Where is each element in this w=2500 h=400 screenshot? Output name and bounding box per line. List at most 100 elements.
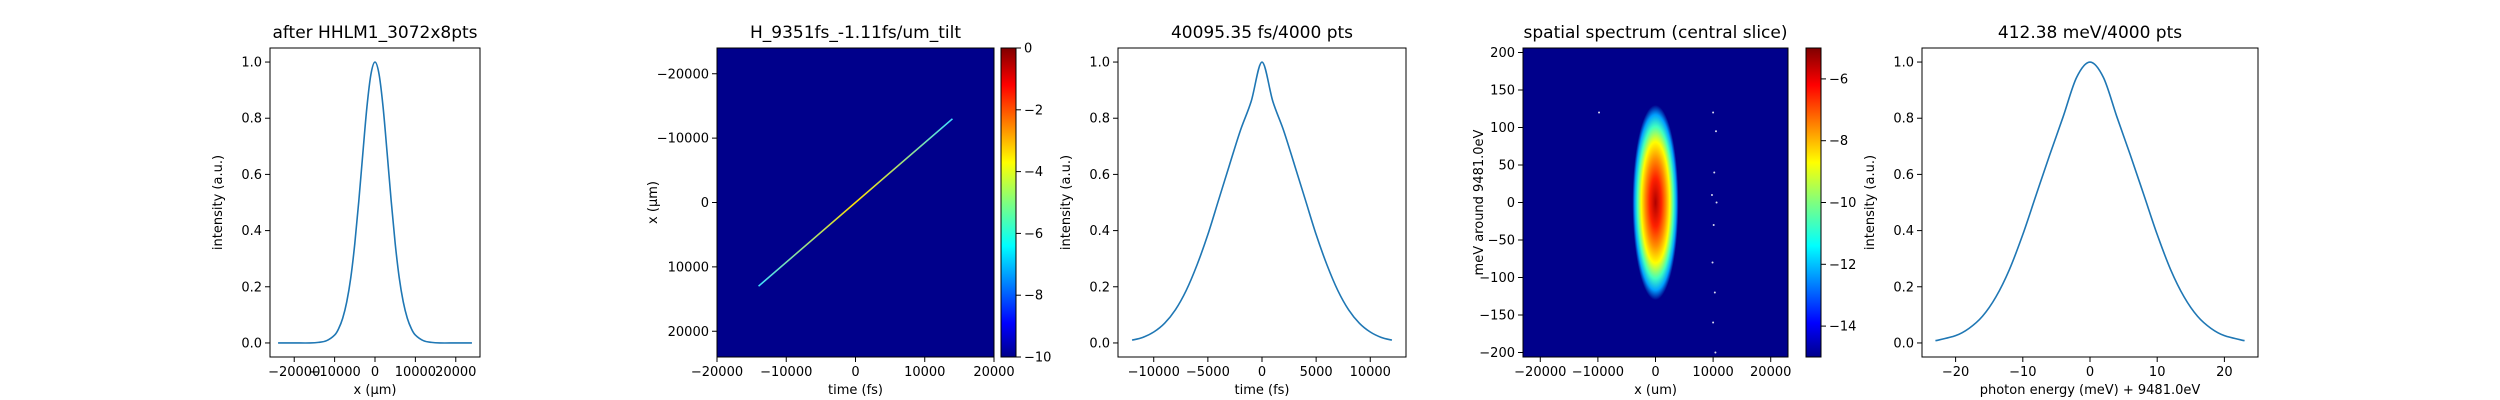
noise-speck — [1712, 224, 1715, 226]
x-tick-label: 10000 — [1692, 365, 1733, 380]
y-tick-label: 0 — [1507, 196, 1515, 211]
x-axis-label: x (μm) — [354, 383, 397, 398]
colorbar-frame — [1000, 47, 1017, 358]
chart-panel-3: −10000 −5000 0 5000 10000 0.0 0.2 0.4 0.6 0.8 1.0 4… — [1059, 23, 1407, 398]
y-tick-label: 200 — [1490, 46, 1515, 61]
y-tick-label: 0.0 — [1089, 336, 1110, 351]
y-tick-label: −100 — [1479, 271, 1515, 286]
noise-speck — [1711, 261, 1714, 264]
y-tick-label: 0.8 — [1089, 112, 1110, 127]
colorbar-tick-label: −8 — [1024, 289, 1043, 304]
y-tick-label: 0.6 — [1893, 168, 1914, 183]
x-tick-label: −10000 — [760, 365, 812, 380]
series-line-1 — [278, 61, 472, 344]
y-tick-label: 0.2 — [241, 280, 262, 295]
chart-panel-4: −20000 −10000 0 10000 20000 −200 −150 −100 −50 0 5… — [1472, 23, 1856, 398]
colorbar-tick-label: −6 — [1024, 227, 1043, 242]
x-tick-label: 0 — [851, 365, 859, 380]
colorbar-tick-label: −14 — [1829, 320, 1856, 335]
x-tick-label: 5000 — [1300, 365, 1333, 380]
x-axis-label: x (um) — [1634, 383, 1677, 398]
x-tick-label: −10000 — [1128, 365, 1180, 380]
y-tick-label: 20000 — [668, 325, 709, 340]
x-tick-label: 20000 — [1750, 365, 1791, 380]
colorbar-tick-label: −10 — [1024, 351, 1051, 366]
noise-speck — [1714, 351, 1717, 354]
y-tick-label: −200 — [1479, 346, 1515, 361]
colorbar — [1001, 48, 1016, 357]
chart-title: H_9351fs_-1.11fs/um_tilt — [750, 23, 961, 43]
y-tick-label: 100 — [1490, 121, 1515, 136]
y-tick-label: 1.0 — [241, 56, 262, 71]
chart-panel-1: −20000−10000 0 10000 20000 0.0 0.2 0.4 0.6 0.8 1.… — [211, 23, 481, 398]
x-tick-label: 10000 — [1350, 365, 1391, 380]
y-tick-label: 0.6 — [1089, 168, 1110, 183]
y-tick-label: 0.0 — [1893, 336, 1914, 351]
x-tick-label: 10000 — [904, 365, 945, 380]
x-tick-label: −10000 — [308, 365, 360, 380]
x-tick-label: 20 — [2216, 365, 2233, 380]
colorbar-tick-label: −2 — [1024, 103, 1043, 118]
x-tick-label: 20000 — [435, 365, 476, 380]
y-tick-label: −50 — [1488, 234, 1515, 249]
y-tick-label: 0.4 — [1893, 224, 1914, 239]
noise-speck — [1712, 111, 1715, 114]
y-axis-label: meV around 9481.0eV — [1472, 129, 1487, 275]
x-axis-label: time (fs) — [1235, 383, 1290, 398]
noise-speck — [1710, 194, 1713, 196]
series-line-1 — [1131, 61, 1393, 341]
chart-panel-5: −20 −10 0 10 20 0.0 0.2 0.4 0.6 0.8 1.0 412.38 meV/… — [1863, 23, 2259, 398]
colorbar-tick-label: −8 — [1829, 134, 1848, 149]
x-tick-label: 20000 — [973, 365, 1014, 380]
chart-title: after HHLM1_3072x8pts — [272, 23, 477, 43]
noise-speck — [1712, 321, 1715, 324]
y-tick-label: 50 — [1498, 159, 1515, 174]
chart-panel-2: −20000 −10000 0 10000 20000 −20000 −10000 0 1000… — [646, 23, 1051, 398]
colorbar-tick-label: −6 — [1829, 72, 1848, 87]
colorbar-tick-label: 0 — [1024, 42, 1032, 57]
y-tick-label: 0.6 — [241, 168, 262, 183]
noise-speck — [1715, 201, 1718, 204]
x-tick-label: 0 — [371, 365, 379, 380]
axes-frame — [1921, 47, 2259, 358]
y-axis-label: intensity (a.u.) — [1863, 155, 1878, 250]
x-tick-label: 0 — [1258, 365, 1266, 380]
x-tick-label: −20000 — [1514, 365, 1566, 380]
x-tick-label: 10 — [2149, 365, 2166, 380]
chart-title: 412.38 meV/4000 pts — [1998, 23, 2182, 43]
y-axis-label: intensity (a.u.) — [211, 155, 226, 250]
x-tick-label: −20 — [1942, 365, 1969, 380]
noise-speck — [1714, 130, 1717, 133]
y-axis-label: x (μm) — [646, 181, 661, 224]
axes-frame — [1117, 47, 1407, 358]
x-tick-label: 10000 — [395, 365, 436, 380]
noise-speck — [1713, 291, 1716, 294]
y-tick-label: 10000 — [668, 260, 709, 275]
x-tick-label: −10 — [2009, 365, 2036, 380]
x-tick-label: 0 — [1651, 365, 1659, 380]
y-tick-label: 0.8 — [1893, 112, 1914, 127]
y-tick-label: 0.4 — [1089, 224, 1110, 239]
noise-speck — [1713, 171, 1716, 174]
chart-title: 40095.35 fs/4000 pts — [1171, 23, 1353, 43]
y-axis-label: intensity (a.u.) — [1059, 155, 1074, 250]
axes-frame — [269, 47, 481, 358]
y-tick-label: 0.0 — [241, 336, 262, 351]
colorbar — [1806, 48, 1821, 357]
y-tick-label: 0.4 — [241, 224, 262, 239]
x-tick-label: −10000 — [1572, 365, 1624, 380]
y-tick-label: 0.2 — [1893, 280, 1914, 295]
y-tick-label: 0 — [701, 196, 709, 211]
tilted-pulse-line — [758, 118, 953, 287]
chart-title: spatial spectrum (central slice) — [1524, 23, 1788, 43]
x-axis-label: time (fs) — [828, 383, 883, 398]
x-axis-label: photon energy (meV) + 9481.0eV — [1980, 383, 2201, 398]
y-tick-label: 0.2 — [1089, 280, 1110, 295]
spectrum-blob — [1632, 105, 1679, 300]
colorbar-tick-label: −4 — [1024, 165, 1043, 180]
noise-speck — [1598, 111, 1601, 114]
y-tick-label: −10000 — [657, 132, 709, 147]
x-tick-label: 0 — [2086, 365, 2094, 380]
y-tick-label: 1.0 — [1089, 56, 1110, 71]
